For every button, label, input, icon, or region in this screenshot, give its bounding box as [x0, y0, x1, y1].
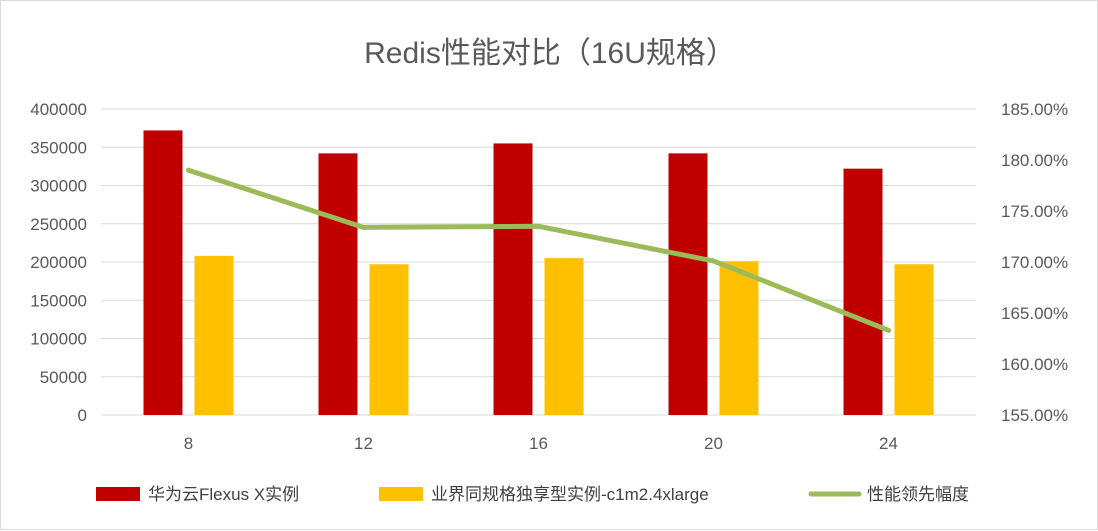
bar	[369, 264, 409, 415]
x-tick-label: 20	[704, 434, 723, 453]
y-left-tick-label: 400000	[30, 100, 87, 119]
bars	[143, 130, 934, 416]
legend-label: 性能领先幅度	[867, 485, 969, 504]
y-left-tick-label: 150000	[30, 291, 87, 310]
line-point	[186, 167, 191, 173]
y-left-tick-label: 200000	[30, 253, 87, 272]
y-right-tick-label: 165.00%	[1001, 304, 1068, 323]
bar	[719, 261, 759, 415]
y-right-tick-label: 155.00%	[1001, 406, 1068, 425]
y-right-tick-label: 160.00%	[1001, 355, 1068, 374]
legend-item: 华为云Flexus X实例	[96, 485, 299, 504]
line-point	[361, 224, 366, 230]
legend-item: 性能领先幅度	[808, 485, 969, 504]
gridlines	[101, 108, 976, 416]
line-point	[886, 327, 891, 333]
legend-label: 业界同规格独享型实例-c1m2.4xlarge	[431, 485, 709, 504]
x-axis-ticks: 8 12 16 20 24	[184, 434, 898, 453]
y-left-tick-label: 350000	[30, 138, 87, 157]
y-right-tick-label: 175.00%	[1001, 202, 1068, 221]
y-left-tick-label: 300000	[30, 177, 87, 196]
legend-swatch	[379, 487, 423, 501]
bar	[318, 153, 358, 415]
line-point	[536, 223, 541, 229]
x-tick-label: 12	[354, 434, 373, 453]
bar	[544, 258, 584, 415]
bar	[493, 143, 533, 416]
line-point	[711, 258, 716, 264]
chart-title: Redis性能对比（16U规格）	[364, 37, 736, 70]
y-right-tick-label: 170.00%	[1001, 253, 1068, 272]
line-series	[186, 167, 891, 333]
x-tick-label: 8	[184, 434, 193, 453]
y-right-tick-label: 185.00%	[1001, 100, 1068, 119]
y-left-tick-label: 50000	[40, 368, 87, 387]
y-left-tick-label: 0	[78, 406, 87, 425]
y-right-tick-label: 180.00%	[1001, 151, 1068, 170]
bar	[668, 153, 708, 415]
bar	[194, 255, 234, 415]
x-tick-label: 24	[879, 434, 898, 453]
y-axis-left-ticks: 0 50000 100000 150000 200000 250000 300000 3500…	[30, 100, 87, 425]
y-axis-right-ticks: 155.00% 160.00% 165.00% 170.00% 175.00% 180.0…	[1001, 100, 1068, 425]
legend-label: 华为云Flexus X实例	[148, 485, 299, 504]
y-left-tick-label: 100000	[30, 330, 87, 349]
bar	[843, 168, 883, 415]
legend-item: 业界同规格独享型实例-c1m2.4xlarge	[379, 485, 709, 504]
line-path	[186, 167, 891, 333]
bar	[894, 264, 934, 415]
legend: 华为云Flexus X实例 业界同规格独享型实例-c1m2.4xlarge 性能领先…	[96, 485, 969, 504]
bar	[143, 130, 183, 416]
y-left-tick-label: 250000	[30, 215, 87, 234]
x-tick-label: 16	[529, 434, 548, 453]
legend-swatch	[96, 487, 140, 501]
